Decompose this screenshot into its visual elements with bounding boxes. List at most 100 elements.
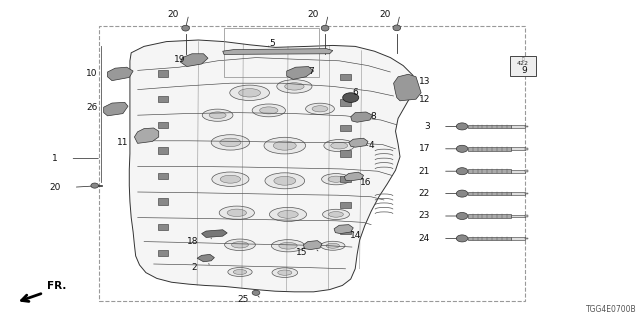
Bar [467, 147, 511, 150]
Bar [340, 74, 351, 80]
Ellipse shape [322, 173, 351, 185]
Ellipse shape [328, 176, 344, 182]
Ellipse shape [285, 83, 304, 90]
FancyBboxPatch shape [510, 56, 536, 76]
Bar [525, 193, 529, 194]
Ellipse shape [343, 93, 359, 102]
Polygon shape [334, 225, 353, 234]
Bar [158, 250, 168, 256]
Bar [158, 173, 168, 179]
Text: 12: 12 [419, 95, 430, 104]
Ellipse shape [234, 269, 246, 275]
Ellipse shape [324, 140, 355, 152]
Ellipse shape [456, 212, 468, 220]
Text: 15: 15 [296, 248, 307, 257]
Polygon shape [344, 172, 364, 181]
Ellipse shape [456, 145, 468, 152]
Ellipse shape [456, 235, 468, 242]
Bar [158, 224, 168, 230]
Ellipse shape [278, 211, 298, 218]
Ellipse shape [273, 141, 296, 150]
Ellipse shape [279, 243, 297, 249]
Ellipse shape [456, 168, 468, 175]
Ellipse shape [271, 240, 305, 252]
Bar [340, 99, 351, 106]
Ellipse shape [91, 183, 99, 188]
Ellipse shape [277, 80, 312, 93]
Text: 26: 26 [86, 103, 98, 112]
Text: 8: 8 [370, 112, 376, 121]
Polygon shape [351, 112, 372, 122]
Bar [340, 125, 351, 131]
Text: 20: 20 [307, 10, 319, 19]
Bar [467, 214, 511, 218]
Polygon shape [303, 241, 322, 250]
Text: 20: 20 [379, 10, 390, 19]
Ellipse shape [220, 138, 241, 147]
Text: 422: 422 [517, 60, 529, 66]
Ellipse shape [312, 106, 328, 112]
Text: 3: 3 [424, 122, 430, 131]
Polygon shape [349, 138, 368, 147]
Ellipse shape [321, 25, 329, 31]
Ellipse shape [232, 242, 248, 248]
Bar [340, 150, 351, 157]
Bar [511, 170, 525, 172]
Bar [525, 125, 529, 127]
Ellipse shape [456, 190, 468, 197]
Ellipse shape [212, 172, 249, 186]
Ellipse shape [269, 207, 307, 221]
Text: 2: 2 [191, 263, 197, 272]
Text: 1: 1 [52, 154, 58, 163]
Text: 22: 22 [419, 189, 430, 198]
Ellipse shape [321, 241, 345, 250]
Polygon shape [180, 54, 208, 67]
Text: 17: 17 [419, 144, 430, 153]
Polygon shape [287, 67, 314, 79]
Bar [467, 236, 511, 240]
Ellipse shape [326, 243, 339, 248]
Ellipse shape [265, 173, 305, 189]
Ellipse shape [278, 270, 292, 275]
Ellipse shape [230, 85, 269, 100]
Text: 21: 21 [419, 167, 430, 176]
Ellipse shape [274, 176, 296, 185]
Bar [511, 192, 525, 195]
Bar [511, 125, 525, 128]
Text: 16: 16 [360, 178, 371, 187]
Text: TGG4E0700B: TGG4E0700B [586, 305, 637, 314]
Ellipse shape [260, 107, 278, 114]
Text: 11: 11 [116, 138, 128, 147]
Bar [511, 237, 525, 240]
Bar [525, 170, 529, 172]
Ellipse shape [239, 89, 260, 97]
Polygon shape [197, 254, 214, 262]
Bar [525, 215, 529, 217]
Ellipse shape [272, 268, 298, 277]
Ellipse shape [209, 112, 226, 118]
Bar [158, 147, 168, 154]
Text: 20: 20 [49, 183, 61, 192]
Bar [340, 176, 351, 182]
Ellipse shape [328, 212, 344, 217]
Text: ⬛: ⬛ [522, 57, 524, 61]
Text: 19: 19 [174, 55, 186, 64]
Text: 25: 25 [237, 295, 248, 304]
Ellipse shape [202, 109, 233, 121]
Text: 13: 13 [419, 77, 430, 86]
Text: FR.: FR. [47, 281, 66, 291]
Bar [467, 124, 511, 128]
Bar [511, 215, 525, 217]
Text: 4: 4 [369, 141, 374, 150]
Text: 24: 24 [419, 234, 430, 243]
Bar [340, 227, 351, 234]
Bar [99, 26, 525, 301]
Bar [158, 198, 168, 205]
Text: 9: 9 [521, 66, 527, 75]
Polygon shape [223, 49, 333, 54]
Ellipse shape [456, 123, 468, 130]
Polygon shape [108, 67, 133, 81]
Bar [158, 122, 168, 128]
Ellipse shape [306, 103, 334, 114]
Bar [511, 148, 525, 150]
